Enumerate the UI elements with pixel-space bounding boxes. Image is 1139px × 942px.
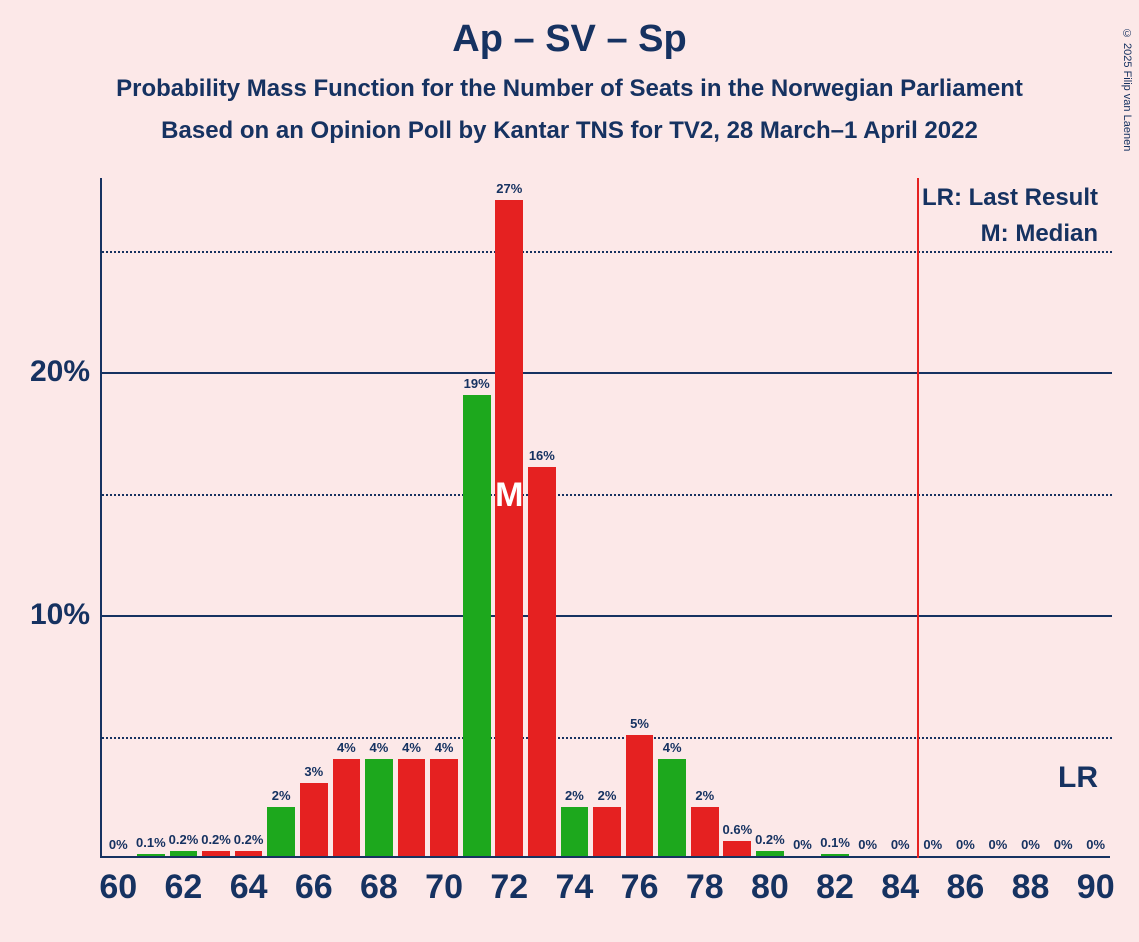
bar-value-label: 4% xyxy=(370,740,389,755)
bar-value-label: 2% xyxy=(695,788,714,803)
bar xyxy=(691,807,719,856)
x-axis-label: 72 xyxy=(490,868,528,907)
chart-subtitle-1: Probability Mass Function for the Number… xyxy=(0,75,1139,103)
bar xyxy=(495,200,523,856)
bar xyxy=(300,783,328,856)
bar xyxy=(723,841,751,856)
bar-value-label: 4% xyxy=(402,740,421,755)
bar-value-label: 5% xyxy=(630,716,649,731)
bar xyxy=(593,807,621,856)
bar-value-label: 2% xyxy=(598,788,617,803)
x-axis-label: 90 xyxy=(1077,868,1115,907)
x-axis-label: 80 xyxy=(751,868,789,907)
gridline-major xyxy=(102,615,1112,617)
bar-value-label: 4% xyxy=(435,740,454,755)
gridline-minor xyxy=(102,494,1112,496)
bar xyxy=(170,851,198,856)
bar-value-label: 0% xyxy=(989,837,1008,852)
bar-value-label: 0.2% xyxy=(201,832,231,847)
bar xyxy=(202,851,230,856)
bar-value-label: 0% xyxy=(1054,837,1073,852)
bar-value-label: 0% xyxy=(1086,837,1105,852)
bar-value-label: 0% xyxy=(956,837,975,852)
x-axis-label: 62 xyxy=(165,868,203,907)
bar xyxy=(267,807,295,856)
bar-value-label: 2% xyxy=(565,788,584,803)
bar-value-label: 0% xyxy=(793,837,812,852)
bar-value-label: 0% xyxy=(858,837,877,852)
bar-value-label: 0.1% xyxy=(820,835,850,850)
x-axis-label: 78 xyxy=(686,868,724,907)
bar-value-label: 4% xyxy=(663,740,682,755)
bar xyxy=(235,851,263,856)
bar-value-label: 0% xyxy=(1021,837,1040,852)
x-axis-label: 66 xyxy=(295,868,333,907)
copyright-text: © 2025 Filip van Laenen xyxy=(1121,28,1133,151)
gridline-major xyxy=(102,372,1112,374)
bar xyxy=(365,759,393,856)
bar xyxy=(430,759,458,856)
bar xyxy=(528,467,556,856)
bar-value-label: 27% xyxy=(496,181,522,196)
bar-value-label: 16% xyxy=(529,448,555,463)
bar-value-label: 0.2% xyxy=(169,832,199,847)
bar xyxy=(626,735,654,856)
legend-m: M: Median xyxy=(981,220,1098,248)
gridline-minor xyxy=(102,251,1112,253)
bar-value-label: 3% xyxy=(304,764,323,779)
bar xyxy=(398,759,426,856)
bar-value-label: 2% xyxy=(272,788,291,803)
last-result-line xyxy=(917,178,919,858)
bar-value-label: 0.1% xyxy=(136,835,166,850)
x-axis-label: 70 xyxy=(425,868,463,907)
x-axis-label: 60 xyxy=(99,868,137,907)
bar-value-label: 0% xyxy=(891,837,910,852)
chart-subtitle-2: Based on an Opinion Poll by Kantar TNS f… xyxy=(0,117,1139,145)
bar-value-label: 19% xyxy=(464,376,490,391)
chart-title: Ap – SV – Sp xyxy=(0,18,1139,61)
bar xyxy=(821,854,849,856)
bar xyxy=(137,854,165,856)
x-axis-label: 86 xyxy=(946,868,984,907)
median-label: M xyxy=(495,476,523,515)
y-axis-label: 20% xyxy=(0,355,90,389)
bar xyxy=(658,759,686,856)
x-axis-label: 64 xyxy=(230,868,268,907)
bar-value-label: 0.2% xyxy=(755,832,785,847)
x-axis-label: 88 xyxy=(1012,868,1050,907)
bar xyxy=(463,395,491,856)
lr-label: LR xyxy=(1058,761,1098,795)
bar xyxy=(561,807,589,856)
x-axis-label: 82 xyxy=(816,868,854,907)
x-axis-label: 76 xyxy=(621,868,659,907)
bar xyxy=(333,759,361,856)
x-axis-label: 68 xyxy=(360,868,398,907)
y-axis-label: 10% xyxy=(0,598,90,632)
chart-plot: 10%20%60626466687072747678808284868890LR… xyxy=(100,178,1110,858)
bar-value-label: 4% xyxy=(337,740,356,755)
legend-lr: LR: Last Result xyxy=(922,184,1098,212)
x-axis-label: 84 xyxy=(881,868,919,907)
gridline-minor xyxy=(102,737,1112,739)
bar-value-label: 0% xyxy=(109,837,128,852)
bar-value-label: 0.2% xyxy=(234,832,264,847)
bar-value-label: 0% xyxy=(923,837,942,852)
bar-value-label: 0.6% xyxy=(722,822,752,837)
chart-area: 10%20%60626466687072747678808284868890LR… xyxy=(100,178,1110,858)
bar xyxy=(756,851,784,856)
x-axis-label: 74 xyxy=(555,868,593,907)
